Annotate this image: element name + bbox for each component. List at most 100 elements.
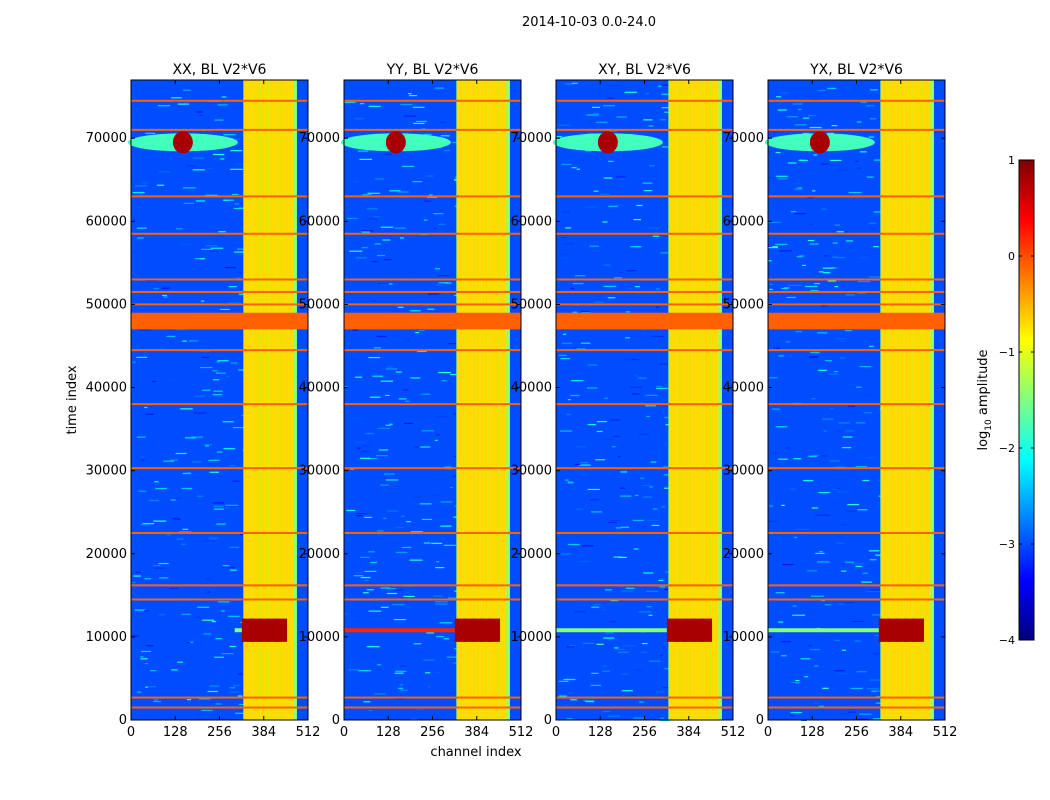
heatmap-noise-cell	[196, 495, 204, 497]
heatmap-noise-cell	[824, 604, 832, 606]
heatmap-noise-cell	[599, 710, 611, 712]
heatmap-noise-cell	[822, 272, 831, 274]
heatmap-noise-cell	[809, 126, 822, 129]
heatmap-noise-cell	[435, 603, 448, 605]
heatmap-noise-cell	[869, 118, 877, 120]
x-tick-label: 128	[163, 725, 188, 740]
flagged-line	[131, 195, 308, 198]
heatmap-noise-cell	[827, 132, 834, 135]
heatmap-noise-cell	[371, 300, 376, 302]
heatmap-noise-cell	[821, 305, 828, 307]
heatmap-noise-cell	[349, 250, 363, 252]
heatmap-noise-cell	[793, 536, 797, 539]
heatmap-noise-cell	[423, 133, 432, 135]
flagged-line	[768, 128, 945, 131]
heatmap-noise-cell	[787, 162, 797, 164]
heatmap-noise-cell	[862, 479, 870, 482]
heatmap-noise-cell	[371, 260, 378, 263]
heatmap-noise-cell	[217, 114, 226, 116]
heatmap-noise-cell	[191, 436, 203, 438]
heatmap-noise-cell	[587, 364, 598, 366]
heatmap-noise-cell	[213, 508, 224, 510]
heatmap-noise-cell	[362, 445, 370, 447]
heatmap-noise-cell	[161, 287, 170, 289]
event-streak	[234, 628, 246, 633]
rfi-column	[702, 80, 711, 720]
heatmap-noise-cell	[194, 258, 205, 260]
heatmap-noise-cell	[631, 358, 639, 361]
heatmap-noise-cell	[652, 508, 658, 510]
heatmap-noise-cell	[395, 697, 406, 700]
heatmap-noise-cell	[770, 651, 780, 653]
source-peak	[809, 131, 830, 154]
heatmap-noise-cell	[231, 193, 239, 196]
heatmap-noise-cell	[395, 655, 399, 658]
heatmap-noise-cell	[222, 565, 230, 567]
heatmap-noise-cell	[868, 222, 877, 224]
flagged-line	[344, 290, 521, 293]
heatmap-noise-cell	[835, 169, 848, 172]
heatmap-noise-cell	[399, 665, 408, 667]
heatmap-noise-cell	[830, 407, 834, 410]
heatmap-noise-cell	[828, 373, 838, 375]
flagged-line	[768, 706, 945, 709]
heatmap-noise-cell	[616, 648, 625, 651]
heatmap-noise-cell	[195, 616, 201, 618]
x-tick-label: 128	[376, 725, 401, 740]
heatmap-noise-cell	[838, 603, 845, 605]
heatmap-noise-cell	[437, 274, 450, 277]
heatmap-noise-cell	[822, 267, 835, 269]
heatmap-noise-cell	[364, 516, 372, 519]
heatmap-noise-cell	[784, 287, 790, 289]
heatmap-noise-cell	[438, 282, 449, 284]
heatmap-noise-cell	[602, 670, 610, 672]
heatmap-noise-cell	[787, 682, 796, 685]
heatmap-noise-cell	[162, 294, 167, 297]
heatmap-noise-cell	[839, 340, 845, 342]
heatmap-noise-cell	[416, 212, 427, 214]
heatmap-noise-cell	[365, 432, 375, 435]
heatmap-noise-cell	[344, 386, 348, 388]
heatmap-noise-cell	[601, 609, 607, 611]
heatmap-noise-cell	[829, 460, 841, 462]
heatmap-noise-cell	[182, 528, 189, 530]
heatmap-noise-cell	[394, 227, 406, 229]
heatmap-noise-cell	[374, 693, 386, 695]
heatmap-noise-cell	[405, 400, 410, 402]
heatmap-noise-cell	[435, 284, 444, 286]
heatmap-noise-cell	[595, 459, 605, 461]
heatmap-noise-cell	[368, 610, 382, 612]
heatmap-noise-cell	[415, 332, 420, 334]
heatmap-noise-cell	[174, 594, 178, 597]
flagged-line	[768, 232, 945, 235]
heatmap-noise-cell	[360, 103, 365, 105]
heatmap-noise-cell	[617, 224, 622, 227]
heatmap-noise-cell	[847, 504, 860, 506]
heatmap-noise-cell	[154, 567, 166, 569]
heatmap-noise-cell	[215, 372, 226, 374]
heatmap-noise-cell	[172, 518, 180, 520]
heatmap-noise-cell	[383, 153, 392, 155]
heatmap-noise-cell	[380, 226, 394, 228]
flagged-line	[131, 531, 308, 534]
heatmap-noise-cell	[633, 219, 642, 221]
heatmap-noise-cell	[360, 353, 365, 355]
heatmap-noise-cell	[398, 191, 409, 193]
heatmap-noise-cell	[646, 590, 658, 592]
heatmap-noise-cell	[872, 690, 883, 692]
heatmap-noise-cell	[153, 699, 159, 701]
flagged-line	[556, 696, 733, 699]
heatmap-noise-cell	[807, 196, 814, 199]
heatmap-noise-cell	[132, 581, 136, 584]
flagged-line	[131, 99, 308, 102]
heatmap-noise-cell	[794, 188, 803, 190]
flagged-line	[556, 349, 733, 352]
heatmap-noise-cell	[402, 389, 409, 391]
heatmap-noise-cell	[809, 356, 819, 358]
heatmap-noise-cell	[182, 187, 196, 189]
heatmap-noise-cell	[596, 430, 603, 433]
y-tick-label: 40000	[86, 381, 127, 396]
heatmap-noise-cell	[620, 471, 628, 473]
heatmap-noise-cell	[417, 350, 427, 353]
heatmap-noise-cell	[224, 266, 236, 269]
